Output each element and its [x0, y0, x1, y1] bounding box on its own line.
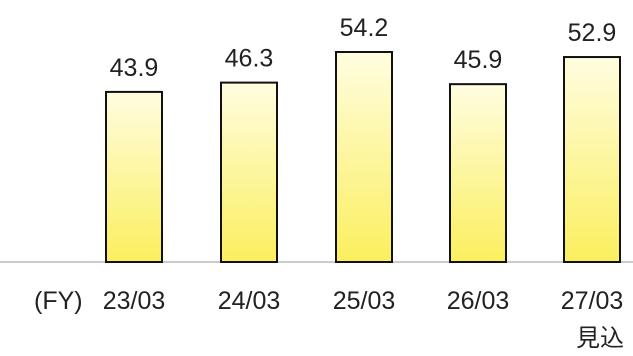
bar-27-03: [563, 56, 621, 264]
value-label-24-03: 46.3: [225, 45, 274, 73]
bar-25-03: [335, 51, 393, 263]
tick-label-27-03: 27/03: [561, 287, 624, 315]
bar-26-03: [449, 83, 507, 263]
value-label-27-03: 52.9: [568, 19, 617, 47]
value-label-25-03: 54.2: [340, 14, 389, 42]
fy-prefix-label: (FY): [34, 287, 83, 315]
tick-label-23-03: 23/03: [103, 287, 166, 315]
value-label-26-03: 45.9: [454, 46, 503, 74]
tick-label-25-03: 25/03: [333, 287, 396, 315]
tick-label-24-03: 24/03: [218, 287, 281, 315]
tick-labels-group: (FY) 23/03 24/03 25/03 26/03 27/03 見込: [34, 287, 624, 352]
bar-24-03: [220, 81, 278, 263]
tick-label-26-03: 26/03: [447, 287, 510, 315]
bar-23-03: [105, 90, 163, 263]
bars-group: [105, 51, 621, 264]
forecast-sublabel: 見込: [576, 325, 624, 352]
value-labels-group: 43.9 46.3 54.2 45.9 52.9: [110, 14, 617, 82]
value-label-23-03: 43.9: [110, 54, 159, 82]
